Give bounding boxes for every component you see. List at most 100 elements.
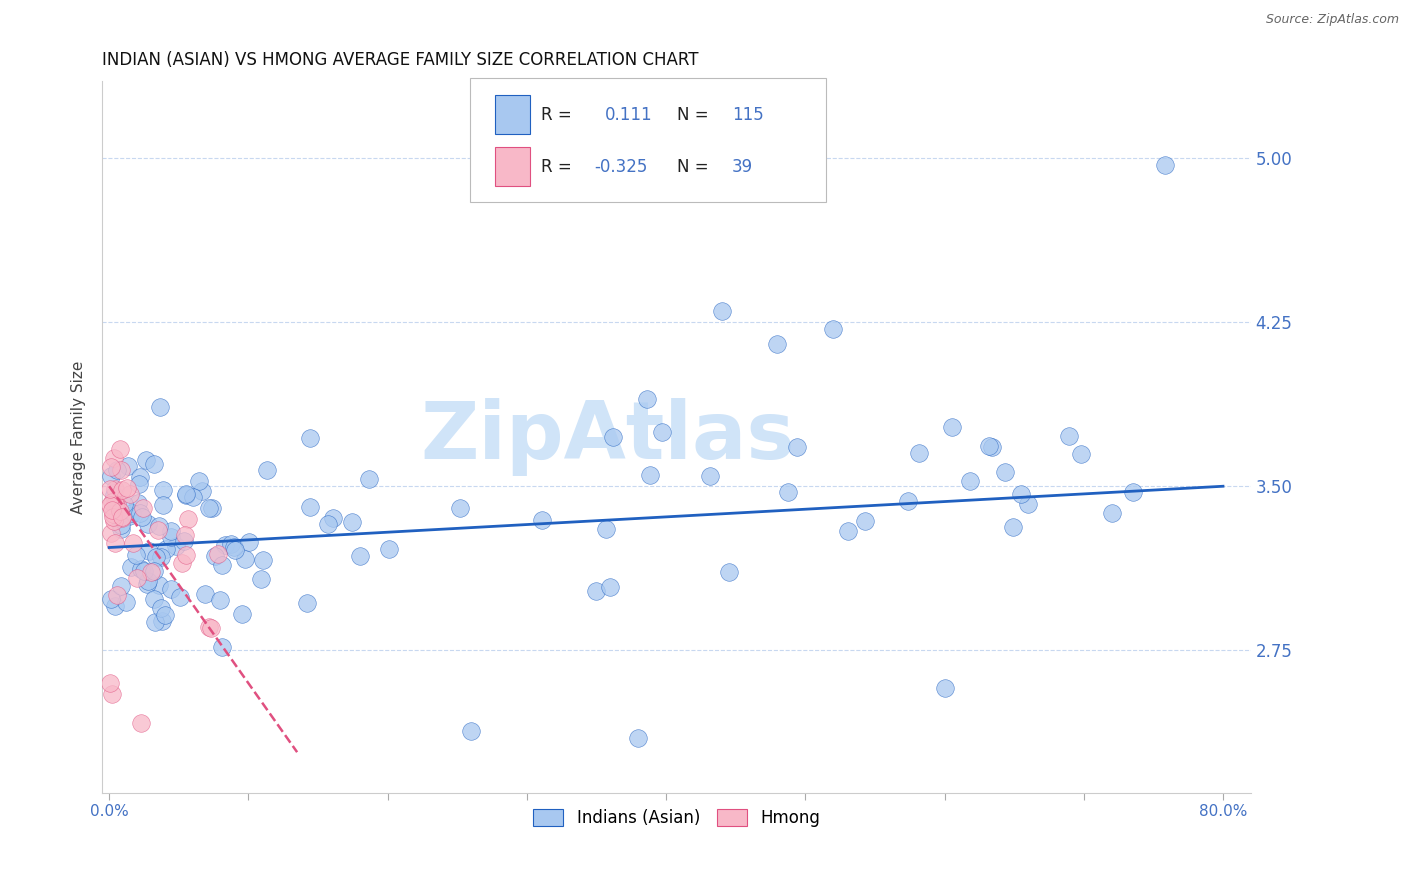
Point <box>233 552 256 566</box>
Point <box>222 541 245 555</box>
Point <box>198 620 221 634</box>
Point <box>111 509 134 524</box>
Point <box>142 457 165 471</box>
FancyBboxPatch shape <box>470 78 825 202</box>
Point <box>359 472 381 486</box>
Point <box>105 463 128 477</box>
Point <box>153 607 176 622</box>
Point <box>530 513 553 527</box>
Point <box>129 506 152 520</box>
Point <box>100 459 122 474</box>
Point <box>214 538 236 552</box>
Point <box>149 550 172 565</box>
Point <box>110 462 132 476</box>
Point <box>786 440 808 454</box>
Point <box>298 431 321 445</box>
Point <box>959 474 981 488</box>
Point <box>146 524 169 538</box>
Point <box>1017 497 1039 511</box>
Point <box>204 549 226 563</box>
Point <box>111 511 134 525</box>
Point <box>602 430 624 444</box>
Point <box>211 558 233 572</box>
Point <box>111 483 134 497</box>
Point <box>766 337 789 351</box>
Y-axis label: Average Family Size: Average Family Size <box>72 360 86 514</box>
Point <box>148 518 170 533</box>
Point <box>125 571 148 585</box>
Point <box>209 593 232 607</box>
Point <box>177 512 200 526</box>
Point <box>197 500 219 515</box>
Point <box>100 526 122 541</box>
Point <box>718 565 741 579</box>
Point <box>190 484 212 499</box>
Text: N =: N = <box>676 106 709 124</box>
Point <box>837 524 859 539</box>
Point <box>110 579 132 593</box>
FancyBboxPatch shape <box>495 147 530 186</box>
Point <box>710 304 733 318</box>
Point <box>238 534 260 549</box>
Point <box>103 492 125 507</box>
Point <box>155 541 177 556</box>
Point <box>994 465 1017 479</box>
Point <box>981 440 1004 454</box>
Point <box>138 544 160 558</box>
Point <box>129 715 152 730</box>
Point <box>104 599 127 614</box>
Point <box>139 566 162 580</box>
Point <box>142 592 165 607</box>
Point <box>101 495 124 509</box>
Point <box>460 724 482 739</box>
Point <box>1070 447 1092 461</box>
Point <box>100 592 122 607</box>
Point <box>977 438 1000 452</box>
Point <box>231 607 253 621</box>
Point <box>170 556 193 570</box>
Point <box>127 496 149 510</box>
Point <box>121 506 143 520</box>
Point <box>128 477 150 491</box>
Point <box>98 482 121 496</box>
Point <box>1101 506 1123 520</box>
Text: 115: 115 <box>731 106 763 124</box>
Text: -0.325: -0.325 <box>593 158 647 176</box>
Point <box>101 509 124 524</box>
Point <box>160 524 183 538</box>
Point <box>934 681 956 695</box>
Point <box>256 463 278 477</box>
Point <box>150 614 173 628</box>
Point <box>449 501 471 516</box>
Point <box>122 536 145 550</box>
Point <box>148 578 170 592</box>
Point <box>117 459 139 474</box>
Point <box>1122 485 1144 500</box>
Point <box>114 595 136 609</box>
Text: R =: R = <box>541 158 572 176</box>
Text: ZipAtlas: ZipAtlas <box>420 398 794 476</box>
Point <box>150 601 173 615</box>
Point <box>105 497 128 511</box>
Point <box>165 539 187 553</box>
Point <box>627 731 650 745</box>
Point <box>1002 520 1025 534</box>
Point <box>135 453 157 467</box>
Point <box>152 483 174 497</box>
Point <box>145 549 167 564</box>
Text: 39: 39 <box>731 158 752 176</box>
Point <box>187 475 209 489</box>
Point <box>108 504 131 518</box>
Point <box>117 481 139 495</box>
Point <box>112 497 135 511</box>
Point <box>131 509 153 524</box>
Point <box>169 591 191 605</box>
Point <box>595 522 617 536</box>
Point <box>136 517 159 532</box>
Point <box>295 595 318 609</box>
Point <box>100 468 122 483</box>
Point <box>142 565 165 579</box>
Point <box>250 572 273 586</box>
Point <box>104 482 127 496</box>
Point <box>200 621 222 635</box>
